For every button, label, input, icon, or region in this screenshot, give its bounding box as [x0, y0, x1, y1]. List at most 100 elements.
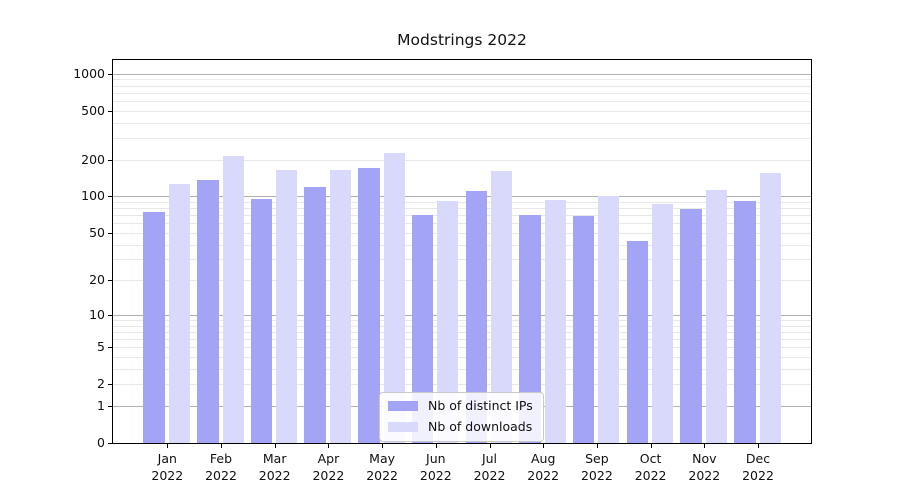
major-gridline-100: [113, 196, 811, 198]
y-tick-label-200: 200: [81, 151, 105, 167]
bar-downloads-jan: [168, 184, 190, 443]
minor-gridline-700: [113, 92, 811, 94]
y-tick-label-0: 0: [97, 435, 105, 450]
minor-gridline-20: [113, 280, 811, 282]
minor-gridline-30: [113, 259, 811, 261]
minor-gridline-80: [113, 208, 811, 210]
minor-gridline-200: [113, 159, 811, 161]
y-tick-2: [108, 384, 112, 386]
y-tick-200: [108, 159, 112, 161]
bar-distinct-ips-mar: [250, 199, 273, 443]
minor-gridline-2: [113, 384, 811, 386]
x-tick-sep: [596, 444, 598, 448]
minor-gridline-9: [113, 319, 811, 321]
major-gridline-1000: [113, 73, 811, 75]
bar-downloads-aug: [544, 200, 566, 443]
y-tick-label-20: 20: [89, 272, 105, 288]
y-tick-label-1: 1: [97, 397, 105, 413]
legend-swatch-distinct-ips: [388, 401, 418, 411]
legend-swatch-downloads: [388, 422, 418, 432]
bar-downloads-jun: [437, 201, 459, 443]
bar-downloads-nov: [705, 190, 727, 443]
bar-downloads-sep: [598, 196, 620, 443]
bar-downloads-may: [383, 153, 405, 443]
minor-gridline-7: [113, 331, 811, 333]
bar-downloads-mar: [276, 169, 298, 443]
minor-gridline-4: [113, 357, 811, 358]
minor-gridline-300: [113, 137, 811, 139]
x-tick-apr: [328, 444, 330, 448]
y-tick-label-2: 2: [97, 376, 105, 392]
legend-item-downloads: Nb of downloads: [388, 419, 533, 435]
minor-gridline-900: [113, 79, 811, 81]
x-tick-label-apr: Apr 2022: [312, 451, 345, 483]
x-tick-aug: [543, 444, 545, 448]
x-tick-label-may: May 2022: [366, 451, 398, 483]
y-tick-50: [108, 232, 112, 234]
x-tick-nov: [704, 444, 706, 448]
minor-gridline-800: [113, 85, 811, 87]
x-tick-oct: [650, 444, 652, 448]
y-tick-1: [108, 405, 112, 407]
x-tick-label-jun: Jun 2022: [419, 451, 452, 483]
y-tick-1000: [108, 73, 112, 75]
y-tick-label-10: 10: [89, 306, 105, 322]
minor-gridline-500: [113, 110, 811, 112]
bar-distinct-ips-jan: [143, 211, 165, 443]
bar-distinct-ips-dec: [734, 200, 756, 443]
x-tick-label-nov: Nov 2022: [688, 451, 721, 483]
y-tick-label-5: 5: [97, 339, 105, 355]
x-tick-jun: [435, 444, 437, 448]
x-tick-jul: [489, 444, 491, 448]
bar-distinct-ips-apr: [304, 186, 326, 443]
y-tick-label-500: 500: [81, 102, 105, 118]
x-tick-feb: [221, 444, 222, 448]
y-tick-label-100: 100: [81, 188, 105, 204]
x-tick-label-mar: Mar 2022: [258, 451, 291, 483]
bar-distinct-ips-nov: [680, 209, 702, 443]
bar-downloads-jul: [491, 171, 512, 443]
y-tick-500: [108, 110, 112, 112]
minor-gridline-70: [113, 215, 811, 217]
legend-label-distinct-ips: Nb of distinct IPs: [428, 398, 533, 413]
minor-gridline-50: [113, 232, 811, 234]
x-tick-dec: [758, 444, 759, 448]
plot-area: [112, 59, 812, 444]
x-tick-label-sep: Sep 2022: [580, 451, 613, 483]
x-tick-label-dec: Dec 2022: [742, 451, 774, 483]
legend-item-distinct-ips: Nb of distinct IPs: [388, 398, 533, 414]
minor-gridline-40: [113, 244, 811, 246]
legend-label-downloads: Nb of downloads: [428, 419, 533, 434]
bar-distinct-ips-oct: [626, 240, 649, 443]
chart-title: Modstrings 2022: [397, 31, 527, 49]
x-tick-may: [382, 444, 384, 448]
y-tick-10: [108, 314, 112, 316]
y-tick-label-50: 50: [89, 224, 105, 240]
x-tick-label-feb: Feb 2022: [205, 451, 237, 483]
minor-gridline-8: [113, 325, 811, 327]
legend: Nb of distinct IPs Nb of downloads: [379, 392, 544, 442]
bar-distinct-ips-sep: [572, 215, 595, 443]
minor-gridline-90: [113, 201, 811, 203]
minor-gridline-3: [113, 368, 811, 370]
y-tick-label-1000: 1000: [73, 65, 105, 81]
bar-distinct-ips-jul: [465, 191, 487, 443]
bar-distinct-ips-aug: [519, 215, 541, 443]
y-tick-20: [108, 280, 112, 282]
bar-downloads-dec: [759, 173, 781, 443]
x-tick-label-jan: Jan 2022: [151, 451, 184, 483]
bar-downloads-apr: [329, 169, 351, 443]
minor-gridline-600: [113, 100, 811, 102]
minor-gridline-400: [113, 122, 811, 124]
bar-distinct-ips-jun: [411, 215, 434, 443]
bar-distinct-ips-may: [358, 168, 380, 443]
y-tick-100: [108, 196, 112, 198]
x-tick-label-aug: Aug 2022: [527, 451, 560, 483]
x-tick-mar: [274, 444, 276, 448]
y-tick-5: [108, 347, 112, 349]
bar-downloads-oct: [652, 203, 674, 443]
bar-distinct-ips-feb: [197, 180, 219, 443]
x-tick-label-oct: Oct 2022: [634, 451, 667, 483]
minor-gridline-60: [113, 223, 811, 225]
